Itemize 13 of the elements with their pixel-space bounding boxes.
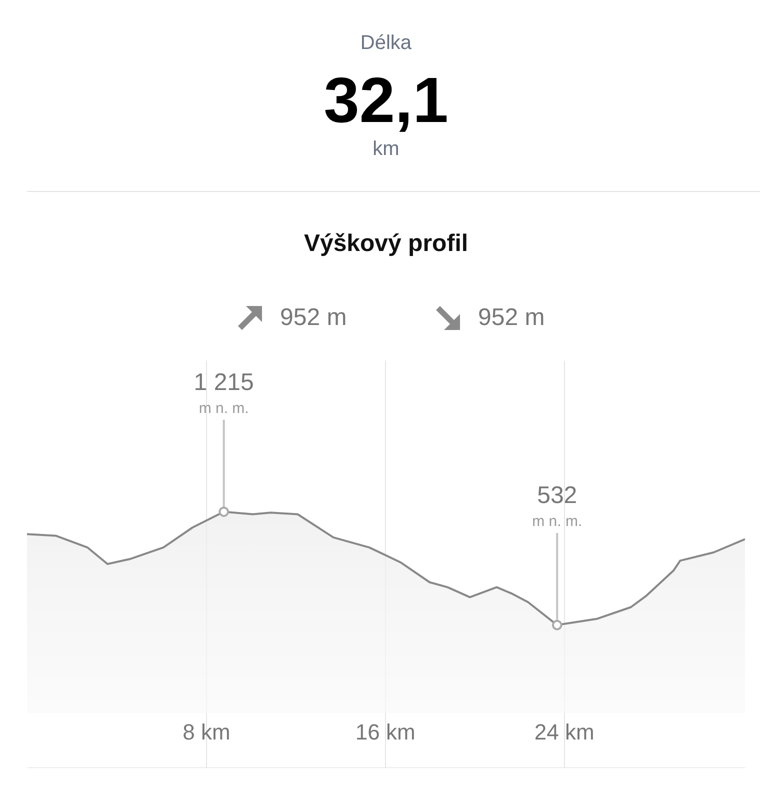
chart-title: Výškový profil xyxy=(302,230,470,258)
text: 32,1 xyxy=(322,63,450,138)
x-tick-label: 16 km xyxy=(355,720,416,744)
x-tick-label: 24 km xyxy=(534,720,594,744)
annotation: m n. m. xyxy=(532,513,582,530)
x-tick-label: 8 km xyxy=(182,720,230,744)
text: 952 m xyxy=(280,304,347,332)
text: km xyxy=(372,138,400,161)
text: 952 m xyxy=(478,304,545,332)
data-label: 532 xyxy=(537,482,578,510)
text: Délka xyxy=(359,32,413,55)
data-label: 1 215 xyxy=(194,368,254,396)
annotation: m n. m. xyxy=(198,400,249,417)
